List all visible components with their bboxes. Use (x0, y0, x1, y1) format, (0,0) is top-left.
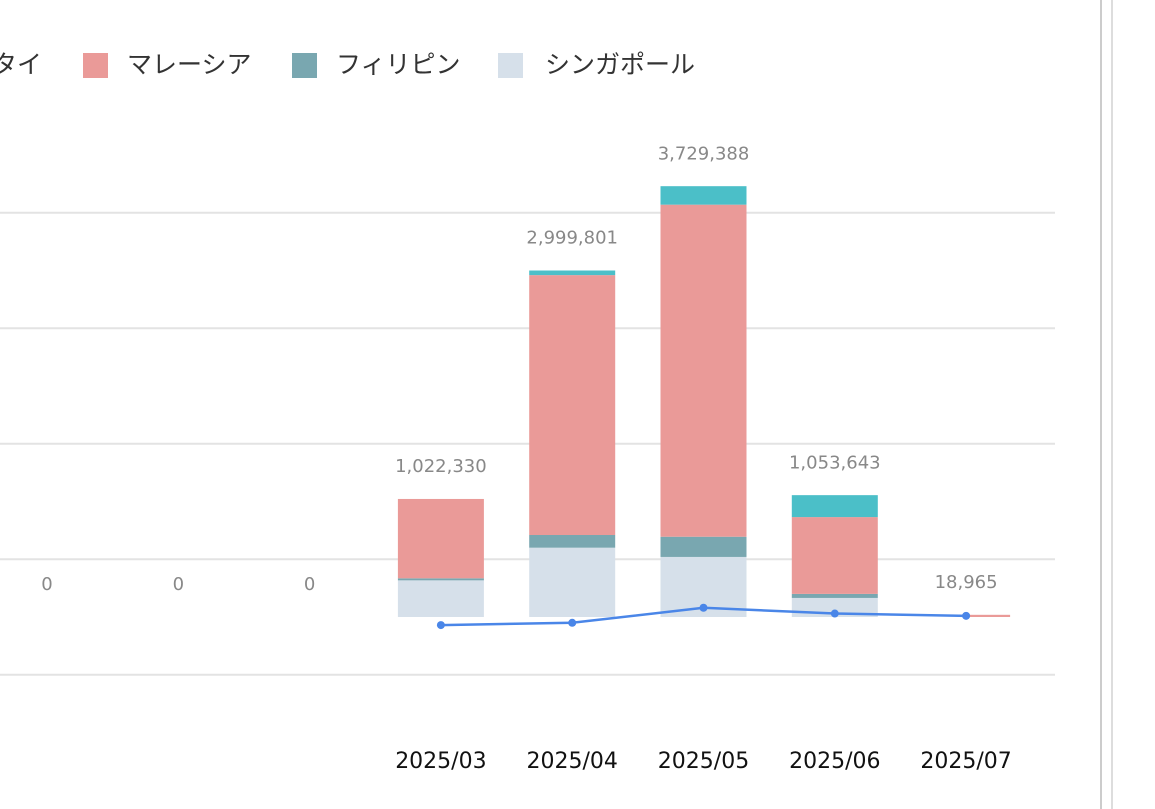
bar-segment (791, 517, 878, 594)
bar-segment (966, 614, 1011, 617)
bar-segment (791, 495, 878, 518)
legend-label: マレーシア (127, 50, 252, 79)
line-point (568, 618, 577, 627)
bar-segment (397, 580, 484, 617)
x-tick-label: 2025/05 (658, 749, 749, 774)
bar-segment (529, 534, 616, 548)
total-label: 0 (304, 574, 315, 595)
bar-segment (529, 275, 616, 535)
bar-segment (397, 578, 484, 581)
line-point (962, 611, 971, 620)
x-tick-label: 2025/06 (789, 749, 880, 774)
x-tick-label: 2025/03 (395, 749, 486, 774)
total-label: 1,053,643 (789, 452, 881, 473)
total-label: 1,022,330 (395, 456, 487, 477)
x-tick-label: 2025/04 (526, 749, 617, 774)
bar-segment (660, 204, 747, 537)
total-label: 3,729,388 (658, 143, 750, 164)
total-label: 0 (173, 574, 184, 595)
total-label: 2,999,801 (526, 228, 618, 249)
legend-label: タイ (0, 50, 42, 79)
legend-label: シンガポール (545, 50, 695, 79)
line-point (699, 603, 708, 612)
bar-segment (529, 547, 616, 617)
legend-swatch (498, 53, 523, 78)
line-point (830, 609, 839, 618)
total-label: 18,965 (935, 572, 998, 593)
bar-segment (791, 593, 878, 598)
x-tick-label: 2025/07 (920, 749, 1011, 774)
bar-segment (529, 270, 616, 276)
bar-segment (397, 498, 484, 579)
bar-segment (660, 186, 747, 205)
legend-swatch (83, 53, 108, 78)
legend-label: フィリピン (336, 50, 461, 79)
total-label: 0 (41, 574, 52, 595)
line-point (436, 621, 445, 630)
legend-swatch (292, 53, 317, 78)
bar-segment (660, 536, 747, 557)
